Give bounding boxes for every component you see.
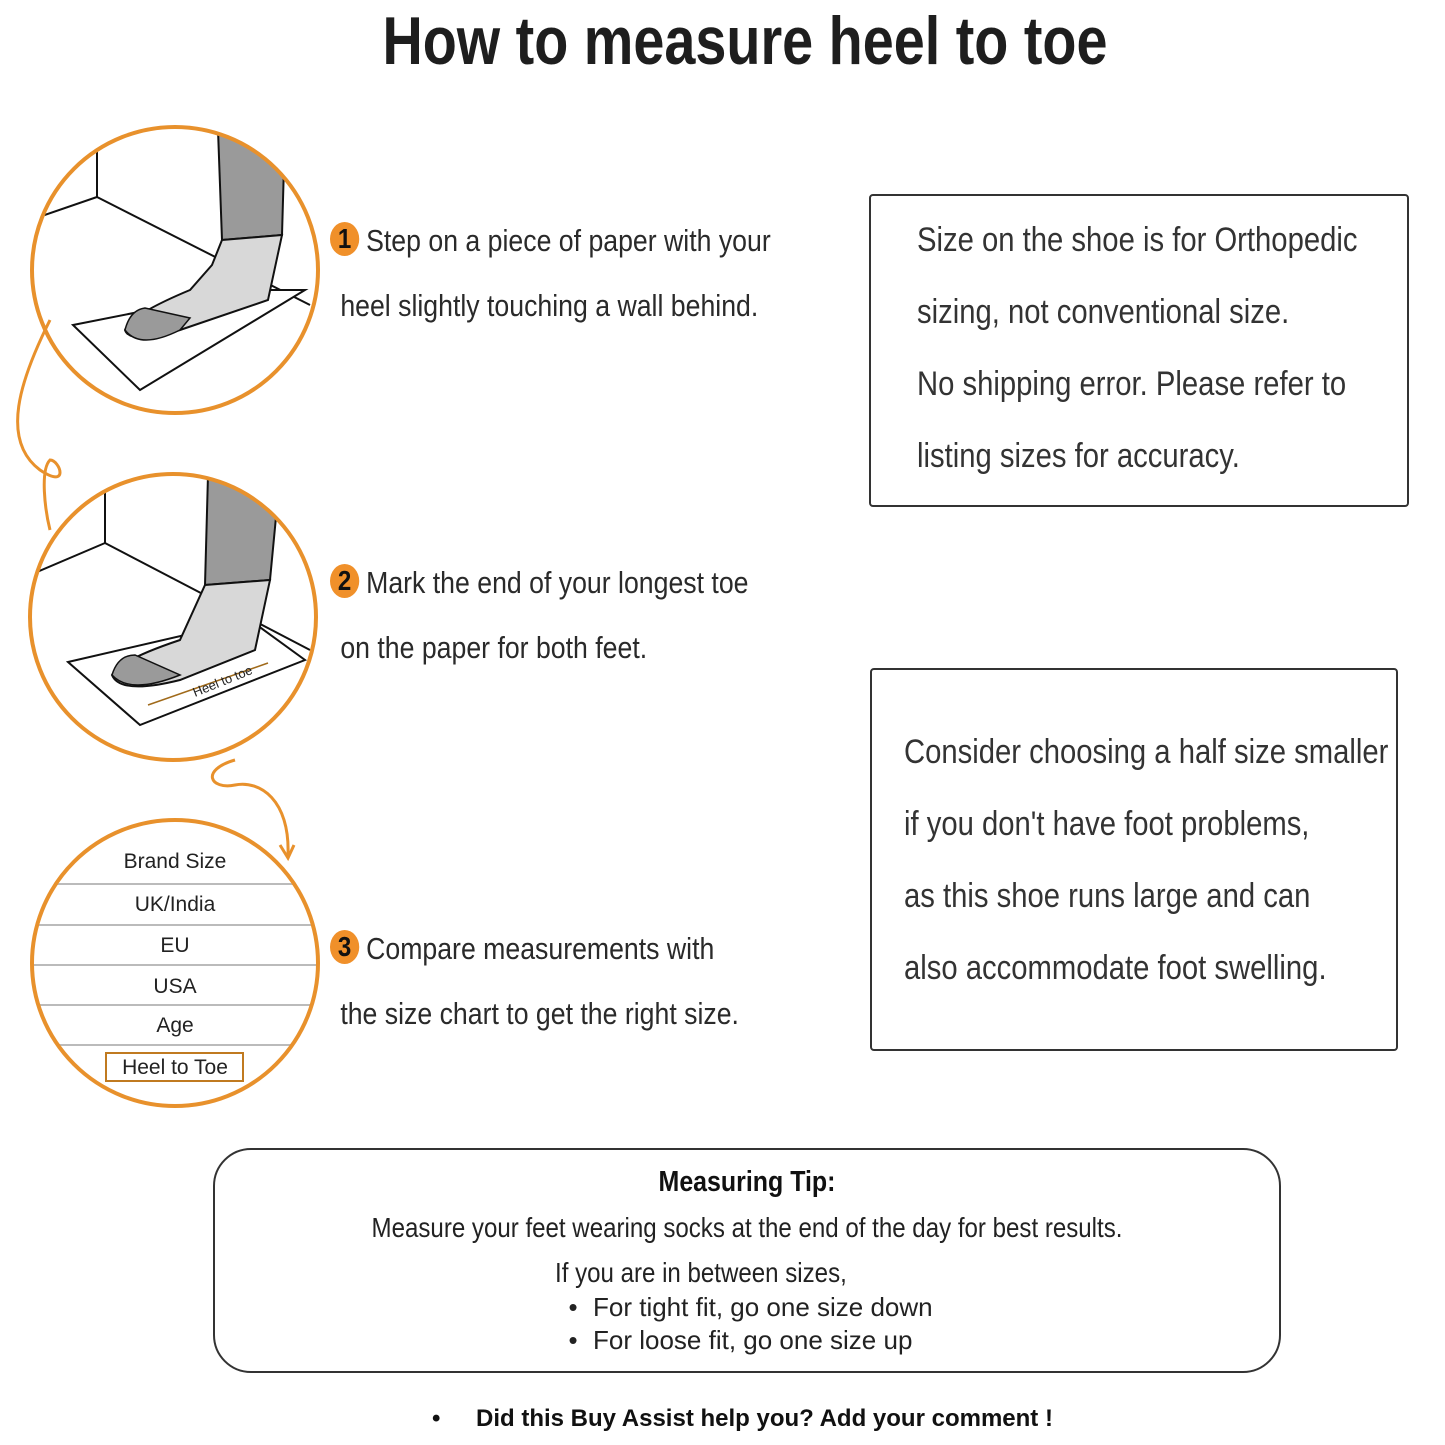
feedback-text[interactable]: Did this Buy Assist help you? Add your c… bbox=[476, 1405, 1053, 1432]
step1-illustration bbox=[32, 129, 311, 392]
step-text: Mark the end of your longest toe bbox=[366, 565, 749, 600]
note-line: if you don't have foot problems, bbox=[904, 805, 1310, 843]
tip-between-sizes: If you are in between sizes, bbox=[555, 1257, 847, 1288]
page-title: How to measure heel to toe bbox=[382, 3, 1108, 79]
note-line: Size on the shoe is for Orthopedic bbox=[917, 221, 1358, 259]
orthopedic-sizing-note: Size on the shoe is for Orthopedic sizin… bbox=[869, 194, 1409, 507]
note-line: Consider choosing a half size smaller bbox=[904, 733, 1389, 771]
step-text: the size chart to get the right size. bbox=[340, 996, 739, 1031]
connector-line bbox=[16, 319, 62, 531]
feedback-prompt[interactable]: • Did this Buy Assist help you? Add your … bbox=[432, 1405, 1053, 1432]
step-number-badge: 1 bbox=[330, 221, 360, 256]
note-line: also accommodate foot swelling. bbox=[904, 949, 1327, 987]
tip-title: Measuring Tip: bbox=[658, 1166, 836, 1198]
tip-bullet: • For loose fit, go one size up bbox=[568, 1325, 913, 1355]
chart-row-uk-india: UK/India bbox=[135, 893, 216, 916]
connector-arrow bbox=[211, 758, 290, 856]
tip-bullet-text: For loose fit, go one size up bbox=[593, 1325, 913, 1355]
step-number-badge: 2 bbox=[330, 563, 360, 598]
step-text: Compare measurements with bbox=[366, 931, 715, 966]
size-chart-illustration: Brand Size UK/India EU USA Age Heel to T… bbox=[32, 850, 318, 1082]
chart-row-eu: EU bbox=[160, 934, 189, 957]
step-3: 3 Compare measurements with the size char… bbox=[330, 916, 739, 1046]
chart-row-heel-to-toe: Heel to Toe bbox=[122, 1056, 228, 1079]
measuring-illustration: Heel to toe Brand Size UK/India EU USA A… bbox=[16, 125, 320, 1108]
chart-row-usa: USA bbox=[153, 975, 196, 998]
tip-main-text: Measure your feet wearing socks at the e… bbox=[371, 1212, 1123, 1243]
chart-row-brand-size: Brand Size bbox=[124, 850, 227, 873]
note-line: listing sizes for accuracy. bbox=[917, 437, 1240, 475]
note-line: No shipping error. Please refer to bbox=[917, 365, 1347, 403]
measuring-tip-box: Measuring Tip: Measure your feet wearing… bbox=[213, 1148, 1281, 1373]
note-line: sizing, not conventional size. bbox=[917, 293, 1290, 331]
step-1: 1 Step on a piece of paper with your heel… bbox=[330, 208, 771, 338]
chart-row-age: Age bbox=[156, 1014, 193, 1037]
step-text: on the paper for both feet. bbox=[340, 630, 648, 665]
step-2: 2 Mark the end of your longest toe on the… bbox=[330, 550, 748, 680]
step-text: heel slightly touching a wall behind. bbox=[340, 288, 759, 323]
half-size-note: Consider choosing a half size smaller if… bbox=[870, 668, 1398, 1051]
step-number-badge: 3 bbox=[330, 929, 360, 964]
tip-bullet-text: For tight fit, go one size down bbox=[593, 1292, 933, 1322]
tip-bullet: • For tight fit, go one size down bbox=[568, 1292, 933, 1322]
step-text: Step on a piece of paper with your bbox=[366, 223, 771, 258]
note-line: as this shoe runs large and can bbox=[904, 877, 1311, 915]
